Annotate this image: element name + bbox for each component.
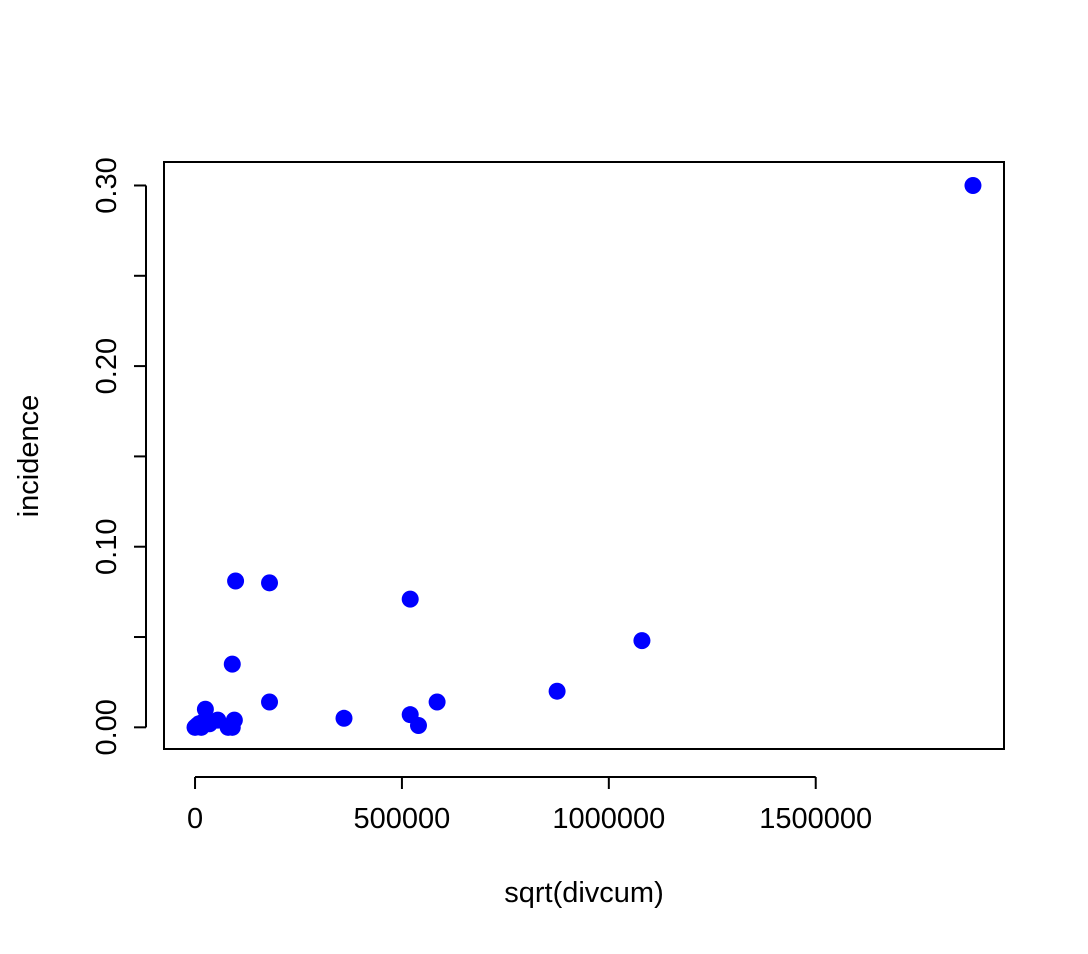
- data-point: [548, 682, 566, 700]
- plot-frame: [163, 161, 1005, 750]
- data-point: [401, 590, 419, 608]
- x-tick-label: 1500000: [759, 803, 872, 835]
- y-axis-label: incidence: [13, 395, 45, 518]
- data-point: [223, 655, 241, 673]
- data-point: [261, 574, 279, 592]
- y-tick-label: 0.10: [91, 518, 123, 574]
- data-point: [225, 711, 243, 729]
- x-axis-label: sqrt(divcum): [504, 877, 664, 909]
- data-point: [633, 632, 651, 650]
- data-point: [261, 693, 279, 711]
- y-axis: 0.00 0.10 0.20 0.30: [91, 157, 147, 756]
- y-tick-label: 0.20: [91, 338, 123, 394]
- x-axis: 0 500000 1000000 1500000: [187, 776, 872, 835]
- data-point: [335, 709, 353, 727]
- y-tick-label: 0.00: [91, 699, 123, 755]
- x-tick-label: 1000000: [552, 803, 665, 835]
- x-tick-label: 500000: [354, 803, 451, 835]
- data-point: [227, 572, 245, 590]
- data-point: [428, 693, 446, 711]
- y-tick-label: 0.30: [91, 157, 123, 213]
- x-tick-label: 0: [187, 803, 203, 835]
- data-points: [186, 176, 982, 736]
- data-point: [964, 176, 982, 194]
- data-point: [409, 717, 427, 735]
- data-point: [196, 700, 214, 718]
